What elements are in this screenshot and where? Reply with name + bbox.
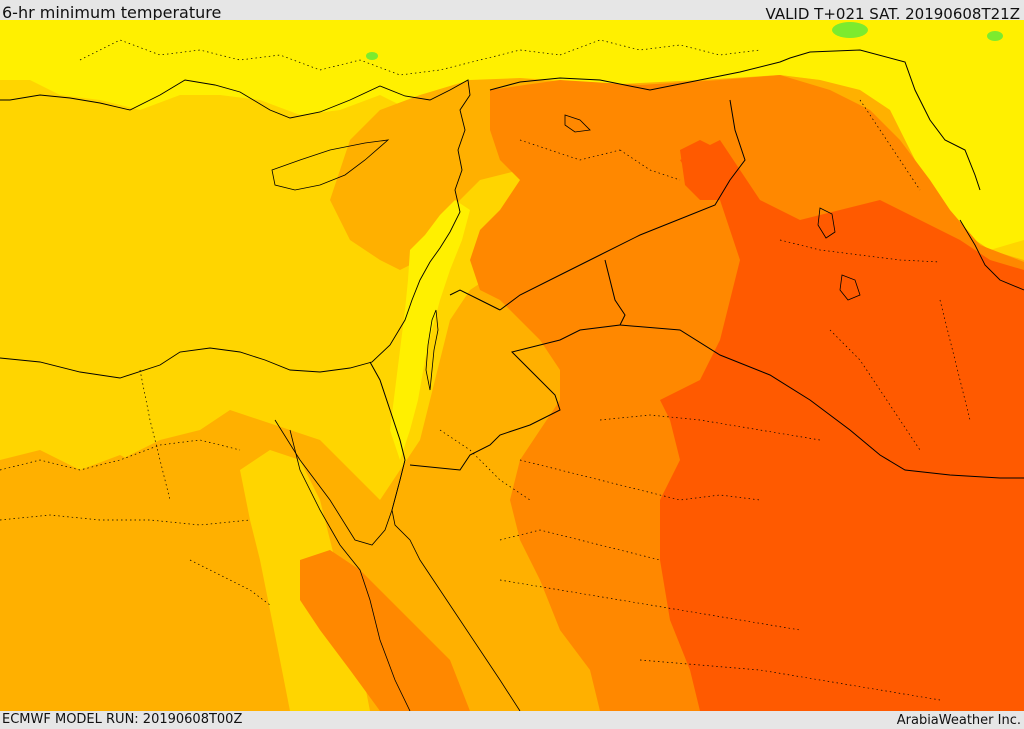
temperature-field-gold-west [0,450,300,711]
lake-outline [817,207,836,239]
lake-outline [564,114,591,133]
temperature-field-green-spot [987,31,1003,41]
national-borders [369,49,1024,479]
temperature-field-orange-egypt [300,550,470,711]
gulf-of-aqaba [391,459,521,711]
temperature-field-green-spot [366,52,378,60]
temperature-field-green-spot [832,22,868,38]
persian-gulf-coast [959,219,1024,291]
lake-outline [839,274,861,301]
cyprus-outline [271,139,390,191]
valid-time: VALID T+021 SAT. 20190608T21Z [765,5,1020,23]
temperature-map[interactable] [0,20,1024,711]
temperature-field-red-orange [660,140,1024,711]
mediterranean-coastline [0,79,471,379]
header-bar [0,0,1024,20]
map-title: 6-hr minimum temperature [2,3,222,22]
temperature-field-red-orange-syria [680,140,730,200]
internal-boundaries [0,39,971,701]
footer-bar [0,711,1024,729]
credit: ArabiaWeather Inc. [896,713,1021,728]
egypt-coast [289,429,411,711]
dead-sea [425,309,439,391]
model-run: ECMWF MODEL RUN: 20190608T00Z [2,712,243,727]
